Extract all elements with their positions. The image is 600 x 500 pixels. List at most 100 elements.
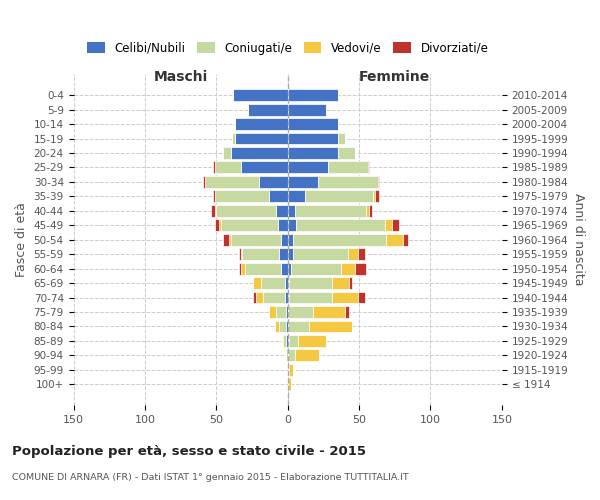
Bar bbox=[295, 350, 319, 362]
Bar bbox=[260, 277, 285, 289]
Bar bbox=[287, 364, 289, 376]
Bar bbox=[278, 220, 287, 231]
Bar bbox=[286, 350, 287, 362]
Bar bbox=[295, 205, 366, 216]
Bar bbox=[305, 190, 373, 202]
Bar bbox=[203, 176, 205, 188]
Bar bbox=[287, 350, 295, 362]
Bar bbox=[317, 176, 377, 188]
Bar bbox=[279, 248, 287, 260]
Bar bbox=[269, 306, 276, 318]
Bar bbox=[358, 248, 365, 260]
Bar bbox=[349, 277, 352, 289]
Bar bbox=[287, 378, 290, 390]
Bar bbox=[355, 262, 366, 274]
Text: COMUNE DI ARNARA (FR) - Dati ISTAT 1° gennaio 2015 - Elaborazione TUTTITALIA.IT: COMUNE DI ARNARA (FR) - Dati ISTAT 1° ge… bbox=[12, 473, 409, 482]
Bar bbox=[313, 306, 345, 318]
Bar bbox=[205, 176, 259, 188]
Bar bbox=[245, 262, 281, 274]
Bar bbox=[293, 248, 347, 260]
Bar bbox=[215, 220, 219, 231]
Bar bbox=[287, 190, 305, 202]
Text: Maschi: Maschi bbox=[154, 70, 208, 84]
Text: Femmine: Femmine bbox=[359, 70, 430, 84]
Bar bbox=[239, 248, 241, 260]
Bar bbox=[229, 234, 230, 245]
Bar bbox=[241, 162, 287, 173]
Bar bbox=[287, 320, 309, 332]
Bar bbox=[287, 277, 289, 289]
Bar bbox=[232, 132, 235, 144]
Bar bbox=[296, 220, 385, 231]
Bar bbox=[328, 162, 368, 173]
Bar bbox=[287, 220, 296, 231]
Y-axis label: Fasce di età: Fasce di età bbox=[15, 202, 28, 277]
Bar bbox=[230, 147, 287, 159]
Bar bbox=[298, 335, 326, 347]
Legend: Celibi/Nubili, Coniugati/e, Vedovi/e, Divorziati/e: Celibi/Nubili, Coniugati/e, Vedovi/e, Di… bbox=[82, 37, 493, 60]
Bar bbox=[338, 147, 355, 159]
Text: Popolazione per età, sesso e stato civile - 2015: Popolazione per età, sesso e stato civil… bbox=[12, 445, 366, 458]
Bar bbox=[241, 262, 245, 274]
Bar bbox=[290, 262, 341, 274]
Bar bbox=[279, 320, 286, 332]
Bar bbox=[233, 89, 287, 101]
Bar bbox=[287, 292, 289, 304]
Bar bbox=[385, 220, 392, 231]
Bar bbox=[239, 262, 241, 274]
Bar bbox=[287, 132, 338, 144]
Bar bbox=[392, 220, 399, 231]
Bar bbox=[282, 335, 283, 347]
Bar bbox=[235, 132, 287, 144]
Bar bbox=[287, 248, 293, 260]
Bar bbox=[215, 205, 217, 216]
Bar bbox=[386, 234, 403, 245]
Bar bbox=[347, 248, 358, 260]
Bar bbox=[285, 292, 287, 304]
Bar bbox=[287, 89, 338, 101]
Bar bbox=[289, 364, 293, 376]
Bar bbox=[287, 335, 289, 347]
Bar bbox=[223, 234, 229, 245]
Y-axis label: Anni di nascita: Anni di nascita bbox=[572, 194, 585, 286]
Bar bbox=[287, 205, 295, 216]
Bar bbox=[368, 162, 369, 173]
Bar bbox=[287, 162, 328, 173]
Bar bbox=[230, 234, 281, 245]
Bar bbox=[215, 162, 241, 173]
Bar bbox=[289, 292, 332, 304]
Bar bbox=[403, 234, 407, 245]
Bar bbox=[287, 262, 290, 274]
Bar bbox=[286, 335, 287, 347]
Bar bbox=[332, 277, 349, 289]
Bar bbox=[223, 147, 230, 159]
Bar bbox=[241, 248, 242, 260]
Bar bbox=[263, 292, 285, 304]
Bar bbox=[309, 320, 352, 332]
Bar bbox=[219, 220, 221, 231]
Bar bbox=[293, 234, 386, 245]
Bar bbox=[369, 205, 372, 216]
Bar bbox=[256, 292, 263, 304]
Bar bbox=[253, 292, 256, 304]
Bar bbox=[287, 234, 293, 245]
Bar bbox=[281, 234, 287, 245]
Bar bbox=[276, 306, 286, 318]
Bar bbox=[276, 205, 287, 216]
Bar bbox=[211, 205, 215, 216]
Bar bbox=[275, 320, 279, 332]
Bar bbox=[358, 292, 365, 304]
Bar bbox=[332, 292, 358, 304]
Bar bbox=[259, 176, 287, 188]
Bar bbox=[217, 205, 276, 216]
Bar bbox=[242, 248, 279, 260]
Bar bbox=[287, 147, 338, 159]
Bar bbox=[373, 190, 375, 202]
Bar bbox=[289, 277, 332, 289]
Bar bbox=[235, 118, 287, 130]
Bar bbox=[289, 335, 298, 347]
Bar bbox=[248, 104, 287, 116]
Bar bbox=[341, 262, 355, 274]
Bar bbox=[286, 306, 287, 318]
Bar bbox=[221, 220, 278, 231]
